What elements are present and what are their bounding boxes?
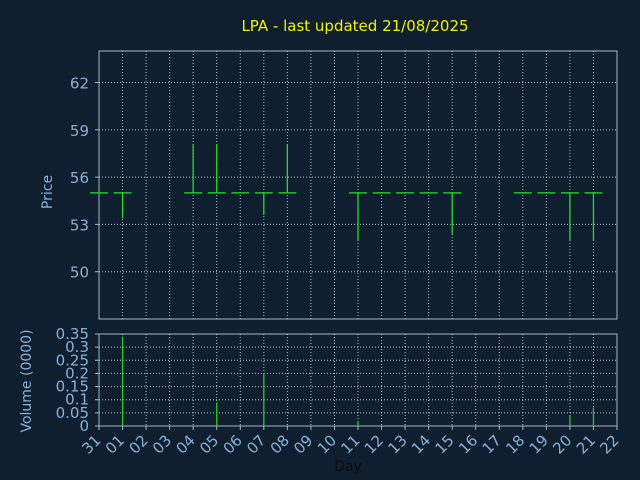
x-tick-label: 07: [243, 431, 269, 457]
price-plot-area: [99, 51, 617, 319]
x-tick-label: 22: [596, 431, 622, 457]
price-tick-label: 59: [70, 122, 89, 140]
x-tick-label: 03: [149, 431, 175, 457]
price-axis-label: Price: [40, 175, 56, 209]
volume-tick-label: 0.15: [56, 378, 89, 396]
price-tick-label: 56: [70, 169, 89, 187]
x-tick-label: 12: [361, 431, 387, 457]
x-tick-label: 11: [337, 431, 363, 457]
price-tick-label: 53: [70, 216, 89, 234]
x-tick-label: 18: [502, 431, 528, 457]
x-tick-label: 13: [384, 431, 410, 457]
x-tick-label: 17: [479, 431, 505, 457]
x-tick-label: 19: [526, 431, 552, 457]
x-tick-label: 01: [102, 431, 128, 457]
x-tick-label: 06: [220, 431, 246, 457]
x-tick-label: 14: [408, 431, 434, 457]
volume-tick-label: 0.3: [65, 338, 89, 356]
x-tick-label: 20: [549, 431, 575, 457]
x-tick-label: 04: [173, 431, 199, 457]
price-frame: [98, 50, 618, 320]
x-tick-label: 16: [455, 431, 481, 457]
volume-tick-label: 0.25: [56, 351, 89, 369]
volume-panel: 3101020304050607080910111213141516171819…: [56, 325, 623, 458]
x-tick-label: 15: [432, 431, 458, 457]
volume-tick-label: 0.05: [56, 404, 89, 422]
x-tick-label: 10: [314, 431, 340, 457]
x-tick-label: 05: [196, 431, 222, 457]
x-axis-label: Day: [334, 459, 362, 475]
volume-tick-label: 0.1: [65, 391, 89, 409]
volume-tick-label: 0.35: [56, 325, 89, 343]
x-tick-label: 09: [290, 431, 316, 457]
price-tick-label: 50: [70, 264, 89, 282]
volume-tick-label: 0.2: [65, 364, 89, 382]
volume-tick-label: 0: [79, 417, 89, 435]
x-tick-label: 21: [573, 431, 599, 457]
price-panel: 50 53 56 59 62: [70, 50, 618, 320]
x-tick-label: 31: [78, 431, 104, 457]
price-tick-label: 62: [70, 75, 89, 93]
x-tick-label: 02: [125, 431, 151, 457]
chart-title: LPA - last updated 21/08/2025: [241, 17, 468, 35]
x-tick-label: 08: [267, 431, 293, 457]
volume-axis-label: Volume (0000): [19, 329, 35, 432]
